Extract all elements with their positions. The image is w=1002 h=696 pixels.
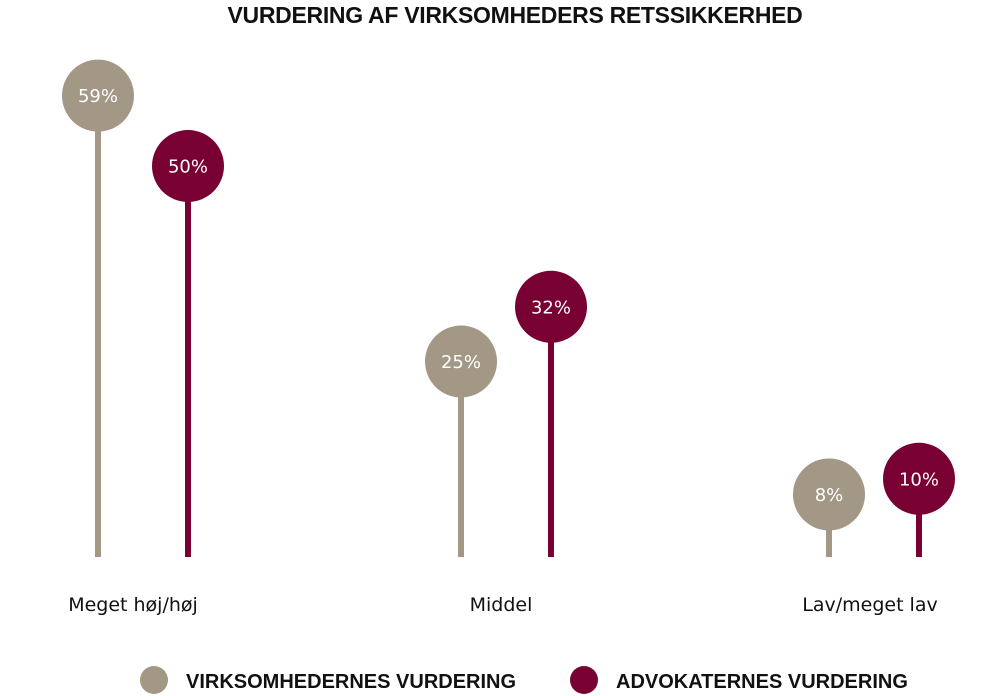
legend-item-virksomheder: VIRKSOMHEDERNES VURDERING (140, 666, 516, 694)
chart-title: VURDERING AF VIRKSOMHEDERS RETSSIKKERHED (228, 2, 803, 28)
lollipop-stem (185, 166, 191, 557)
value-label: 59% (78, 86, 118, 107)
lollipop-virksomheder-1: 25% (425, 325, 497, 557)
legend-item-advokater: ADVOKATERNES VURDERING (570, 666, 908, 694)
lollipop-head (515, 270, 587, 343)
lollipop-virksomheder-0: 59% (62, 59, 134, 558)
lollipop-stem (95, 95, 101, 558)
lollipop-advokater-0: 50% (152, 130, 224, 557)
legend-label: VIRKSOMHEDERNES VURDERING (186, 671, 516, 693)
lollipop-head (793, 458, 865, 531)
lollipop-virksomheder-2: 8% (793, 458, 865, 557)
value-label: 10% (899, 469, 939, 490)
lollipop-stem (916, 478, 922, 557)
lollipop-advokater-2: 10% (883, 442, 955, 557)
value-label: 8% (815, 485, 844, 506)
value-label: 50% (168, 157, 208, 178)
category-label: Lav/meget lav (802, 594, 937, 616)
lollipop-head (425, 325, 497, 398)
lollipop-advokater-1: 32% (515, 270, 587, 557)
value-label: 25% (441, 352, 481, 373)
lollipop-stem (458, 361, 464, 557)
lollipop-stem (548, 306, 554, 557)
value-label: 32% (531, 297, 571, 318)
lollipop-head (152, 130, 224, 202)
chart-marks: 59% 50% 25% 32% 8% 10% (62, 59, 955, 558)
legend: VIRKSOMHEDERNES VURDERING ADVOKATERNES VU… (140, 666, 908, 694)
category-label: Meget høj/høj (68, 594, 198, 616)
legend-label: ADVOKATERNES VURDERING (616, 671, 908, 693)
legend-swatch (140, 666, 168, 694)
legend-swatch (570, 666, 598, 694)
lollipop-head (62, 59, 134, 132)
category-label: Middel (470, 594, 533, 616)
category-labels: Meget høj/høj Middel Lav/meget lav (68, 594, 938, 616)
lollipop-head (883, 442, 955, 515)
